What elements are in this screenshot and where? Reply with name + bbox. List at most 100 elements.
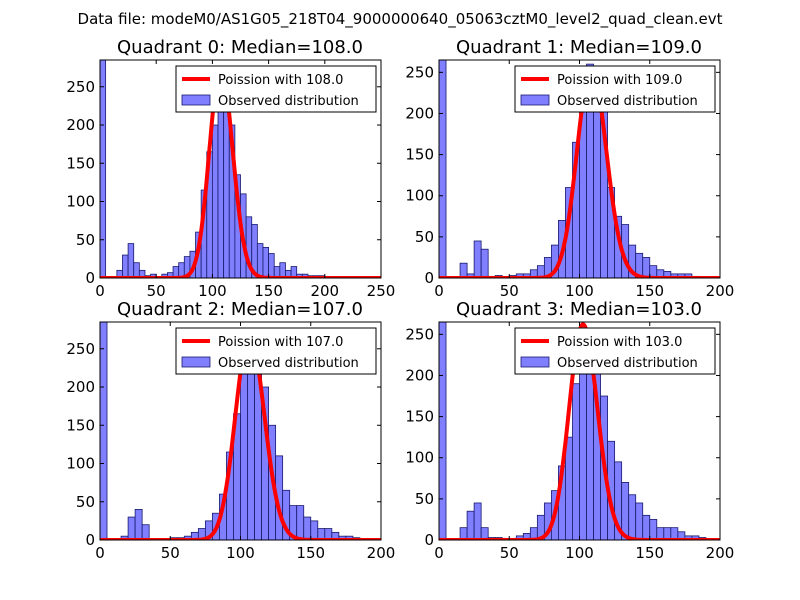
x-tick-label: 0 [434,282,444,300]
histogram-bar [473,240,482,278]
histogram-bar [439,60,447,278]
x-tick-label: 50 [147,282,166,300]
x-tick-label: 50 [500,282,519,300]
x-tick-label: 150 [296,544,325,562]
legend-bar-swatch [181,94,211,106]
histogram-bar [138,269,146,278]
histogram-bar [310,520,319,540]
x-tick-label: 200 [706,544,735,562]
quadrant-1-title: Quadrant 1: Median=109.0 [456,37,702,58]
x-tick-label: 100 [565,282,594,300]
legend-entry-poisson: Poission with 107.0 [218,335,343,350]
histogram-bar [279,262,286,278]
y-tick-label: 50 [415,490,434,508]
y-tick-label: 200 [405,366,434,384]
histogram-bar [480,248,489,278]
histogram-bar [100,60,107,278]
x-tick-label: 0 [434,544,444,562]
x-tick-label: 100 [198,282,227,300]
histogram-bar [572,383,580,540]
y-tick-label: 50 [76,493,95,511]
histogram-bar [100,322,108,540]
legend-entry-poisson: Poission with 103.0 [557,335,682,350]
histogram-bar [303,516,312,540]
histogram-bar [296,505,305,540]
x-tick-label: 150 [254,282,283,300]
y-tick-label: 100 [66,193,95,211]
legend-entry-observed: Observed distribution [557,94,698,109]
histogram-bar [586,362,594,540]
quadrant-1-panel: Quadrant 1: Median=109.0 0 50 100 150 200 0 50… [405,37,734,300]
quadrant-0-panel: Quadrant 0: Median=108.0 0 50 100 150 200 250… [66,37,395,300]
legend-bar-swatch [181,356,211,368]
x-tick-label: 250 [367,282,396,300]
y-tick-label: 0 [424,531,434,549]
y-tick-label: 250 [405,63,434,81]
quadrant-1-legend: Poission with 109.0 Observed distribution [514,65,716,113]
quadrant-1-plot-area [439,60,720,278]
x-tick-label: 100 [565,544,594,562]
histogram-bar [480,527,489,540]
x-tick-label: 50 [500,544,519,562]
legend-entry-observed: Observed distribution [557,356,698,371]
y-tick-label: 0 [85,531,95,549]
histogram-bar [459,262,468,278]
legend-entry-observed: Observed distribution [218,356,359,371]
x-tick-label: 0 [95,544,105,562]
y-tick-label: 0 [424,269,434,287]
y-tick-label: 0 [85,269,95,287]
y-tick-label: 50 [415,228,434,246]
histogram-bar [268,253,275,278]
x-tick-label: 150 [635,544,664,562]
y-tick-label: 250 [405,325,434,343]
x-tick-label: 200 [706,282,735,300]
histogram-bar [466,510,475,540]
y-tick-label: 100 [66,455,95,473]
x-tick-label: 200 [310,282,339,300]
legend-frame [175,327,377,375]
y-tick-label: 150 [66,154,95,172]
poisson-curve [439,66,720,278]
y-tick-label: 250 [66,340,95,358]
y-tick-label: 100 [405,449,434,467]
histogram-bar [127,516,136,540]
quadrant-0-plot-area [100,60,381,278]
histogram-bar [635,502,644,540]
histogram-bar [240,356,248,540]
legend-entry-poisson: Poission with 108.0 [218,73,343,88]
histogram-bar [642,514,651,540]
figure-title: Data file: modeM0/AS1G05_218T04_90000006… [78,10,723,29]
legend-bar-swatch [520,94,550,106]
histogram-bar [134,509,143,540]
y-tick-label: 150 [66,416,95,434]
histogram-bar [211,124,219,278]
quadrant-2-legend: Poission with 107.0 Observed distribution [175,327,377,375]
histogram-bar [133,262,140,278]
x-tick-label: 150 [635,282,664,300]
quadrant-3-panel: Quadrant 3: Median=103.0 0 50 100 150 200 0 50… [405,299,734,562]
histogram-bar [141,524,150,540]
histogram-bar [649,519,658,540]
y-tick-label: 200 [66,116,95,134]
quadrant-0-legend: Poission with 108.0 Observed distribution [175,65,377,113]
poisson-curve [100,65,381,278]
y-tick-label: 150 [405,408,434,426]
y-tick-label: 100 [405,187,434,205]
histogram-bar [127,243,135,278]
y-tick-label: 200 [405,104,434,122]
histogram-bar [473,502,482,540]
quadrant-0-title: Quadrant 0: Median=108.0 [117,37,363,58]
quadrant-3-title: Quadrant 3: Median=103.0 [456,299,702,320]
x-tick-label: 200 [367,544,396,562]
legend-entry-poisson: Poission with 109.0 [557,73,682,88]
histogram-bar [642,257,651,278]
quadrant-2-panel: Quadrant 2: Median=107.0 0 50 100 150 200 0 50… [66,299,395,562]
quadrant-0-axes-frame [99,59,382,279]
y-tick-label: 200 [66,378,95,396]
histogram-bar [565,436,573,540]
quadrant-3-legend: Poission with 103.0 Observed distribution [514,327,716,375]
y-tick-label: 150 [405,146,434,164]
histogram-bar [439,322,447,540]
x-tick-label: 0 [95,282,105,300]
